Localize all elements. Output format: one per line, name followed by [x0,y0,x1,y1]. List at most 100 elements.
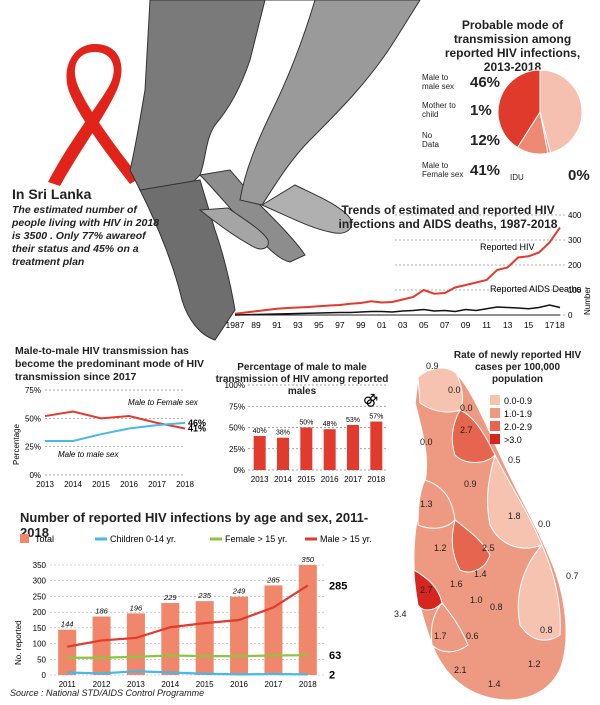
source-note: Source : National STD/AIDS Control Progr… [10,688,205,698]
trends-xtick-label: 1987 [226,320,245,330]
age-total-bar [264,585,283,675]
map-legend-swatch [490,434,500,444]
map-district-value: 1.2 [528,659,541,669]
map-legend-label: 2.0-2.9 [504,422,532,432]
age-ytick-label: 350 [33,561,47,570]
age-bar-label: 235 [197,591,211,600]
legend-swatch [20,534,29,543]
pie-slice-value: 12% [470,132,500,149]
age-xtick-label: 2018 [299,680,317,689]
pct-xtick-label: 2014 [274,475,292,484]
pie-slice-value: 46% [470,74,500,91]
map-legend-swatch [490,395,500,405]
age-ytick-label: 0 [42,671,47,680]
trends-ytick-label: 300 [568,236,582,245]
trends-series-line [234,304,561,316]
mtm-xtick-label: 2017 [148,480,166,489]
age-xtick-label: 2011 [59,680,77,689]
mtm-xtick-label: 2018 [176,480,194,489]
age-end-label: 63 [329,650,341,662]
pct-bar [300,427,313,470]
holding-hands-image [129,0,421,341]
pct-bar-label: 38% [276,430,290,437]
age-bar-label: 285 [266,575,280,584]
pct-bar [253,436,266,470]
legend-label: Total [35,534,54,544]
age-ytick-label: 100 [33,640,47,649]
age-total-bar [230,596,249,675]
trends-series-line [234,226,561,315]
trends-xtick-label: 17 [545,320,555,330]
trends-xtick-label: 18 [555,320,565,330]
pie-chart: Male to male sex 46% Mother to child 1% No Data… [422,69,590,184]
intro-text: The estimated number of people living wi… [12,204,160,268]
pie-title: Probable mode of transmission among repo… [444,18,581,74]
trends-xtick-label: 07 [440,320,450,330]
map-district-value: 0.0 [448,385,461,395]
age-total-bar [298,565,317,675]
mtm-chart: 0% 25% 50% 75% Percentage 41%46% Male to Femal… [12,386,206,489]
map-district-value: 0.0 [538,519,551,529]
pie-slice-label: Male to male sex [422,73,454,91]
map-district-value: 0.5 [508,455,521,465]
mtm-xtick-label: 2013 [36,480,54,489]
trends-xtick-label: 11 [482,320,491,330]
map-district-value: 0.8 [540,625,553,635]
pct-male-chart: 0% 25% 50% 75% 100% 40% 2013 38% 2014 50% 2015 48% 2… [225,381,388,484]
age-bar-label: 249 [232,587,246,596]
map-district-value: 0.9 [426,361,439,371]
age-bar-label: 144 [61,620,74,629]
age-series-line [67,654,308,659]
pct-bar-label: 50% [299,420,313,427]
age-sex-chart: Total Children 0-14 yr. Female > 15 yr. Mal… [14,534,372,689]
pct-bar [323,429,336,470]
pct-bar [277,437,289,470]
mtm-end-label: 41% [188,424,206,434]
mtm-xtick-label: 2014 [64,480,82,489]
map-legend-swatch [490,421,500,431]
pct-bar-label: 53% [346,417,360,424]
map-district-value: 1.4 [488,679,501,689]
age-xtick-label: 2015 [196,680,214,689]
pie-slice-value: 1% [470,102,492,119]
pct-ytick-label: 75% [229,402,245,411]
red-ribbon-icon [48,44,140,186]
trends-xtick-label: 09 [461,320,471,330]
pct-xtick-label: 2016 [321,475,339,484]
trends-ytick-label: 100 [568,286,582,295]
age-ytick-label: 300 [33,577,47,586]
pie-slice-value: 41% [470,162,500,179]
trends-xtick-label: 89 [251,320,261,330]
pct-bar [347,424,359,470]
map-district-value: 0.6 [466,631,479,641]
mtm-series-line [45,421,186,442]
trends-xtick-label: 93 [293,320,303,330]
pie-slice-label: IDU [510,173,524,182]
map-title: Rate of newly reported HIV cases per 100… [453,350,582,385]
mtm-title: Male-to-male HIV transmission has become… [15,345,205,383]
pct-bar-label: 48% [323,421,337,428]
mtm-ytick-label: 75% [25,386,41,395]
age-ytick-label: 200 [33,608,47,617]
mtm-series-label: Male to male sex [58,450,119,459]
trends-xtick-label: 97 [335,320,345,330]
pie-slice-label: Mother to child [422,101,456,119]
trends-xtick-label: 13 [503,320,513,330]
map-legend-label: 0.0-0.9 [504,396,532,406]
mtm-end-label: 46% [188,418,206,428]
trends-xtick-label: 91 [272,320,282,330]
age-xtick-label: 2012 [93,680,111,689]
map-district-value: 1.3 [420,499,433,509]
age-total-bar [92,616,111,675]
trends-ylabel: Number [583,286,592,315]
pct-ytick-label: 100% [225,381,245,390]
age-end-label: 2 [329,669,335,681]
mtm-series-line [44,410,186,430]
trends-series-label: Reported AIDS Deaths [490,284,582,294]
map-district-value: 2.7 [460,425,473,435]
age-xtick-label: 2016 [230,680,248,689]
map-legend-label: 1.0-1.9 [504,409,532,419]
pct-ytick-label: 50% [229,424,245,433]
map-district-value: 1.7 [434,631,447,641]
mtm-ytick-label: 25% [25,443,41,452]
